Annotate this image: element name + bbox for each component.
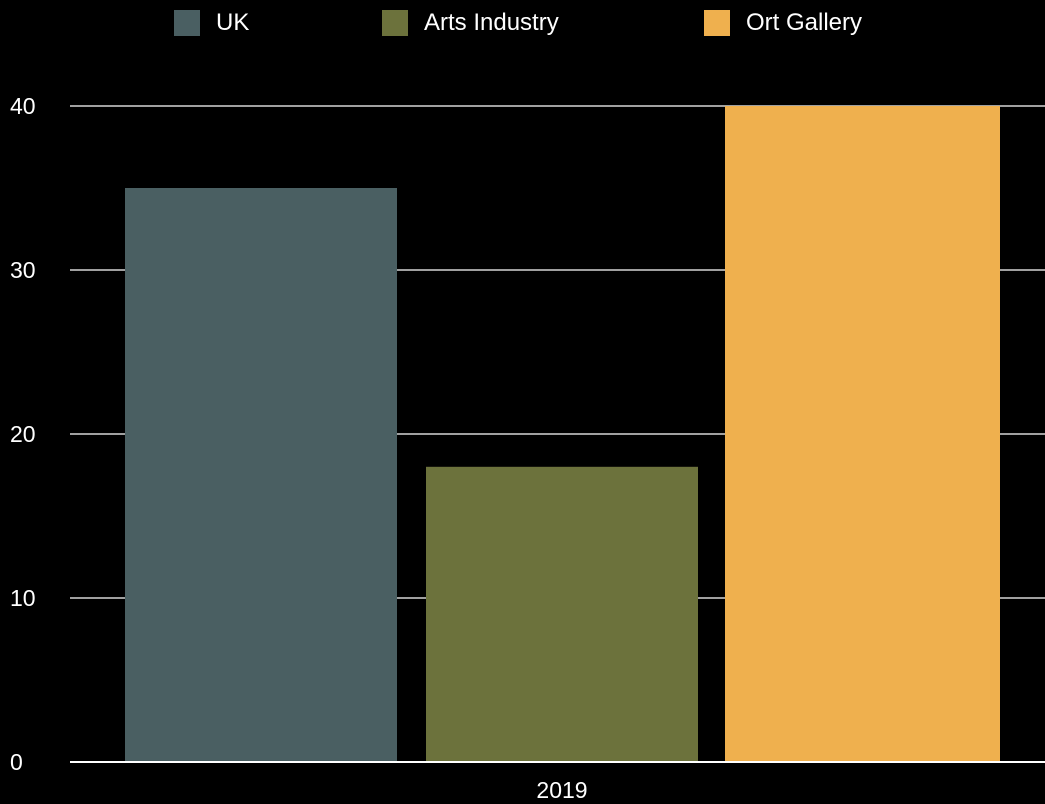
y-tick-label: 10: [10, 585, 36, 611]
y-tick-label: 20: [10, 421, 36, 447]
axes: 0 10 20 30 40 2019: [10, 93, 1045, 803]
x-tick-label: 2019: [536, 777, 587, 803]
legend-label-uk: UK: [216, 9, 250, 36]
bars: [125, 106, 1000, 762]
y-tick-label: 0: [10, 749, 23, 775]
legend-label-arts-industry: Arts Industry: [424, 9, 559, 36]
bar-uk: [125, 188, 397, 762]
legend-swatch-ort-gallery: [704, 10, 730, 36]
bar-arts-industry: [426, 466, 698, 762]
legend-item-ort-gallery: Ort Gallery: [704, 8, 862, 38]
legend-label-ort-gallery: Ort Gallery: [746, 9, 863, 36]
legend-item-uk: UK: [174, 8, 249, 38]
legend-item-arts-industry: Arts Industry: [382, 8, 559, 38]
legend-swatch-arts-industry: [382, 10, 408, 36]
chart-legend: UK Arts Industry Ort Gallery: [0, 0, 1045, 46]
bar-ort-gallery: [725, 106, 1000, 762]
y-tick-label: 30: [10, 257, 36, 283]
legend-swatch-uk: [174, 10, 200, 36]
y-tick-label: 40: [10, 93, 36, 119]
